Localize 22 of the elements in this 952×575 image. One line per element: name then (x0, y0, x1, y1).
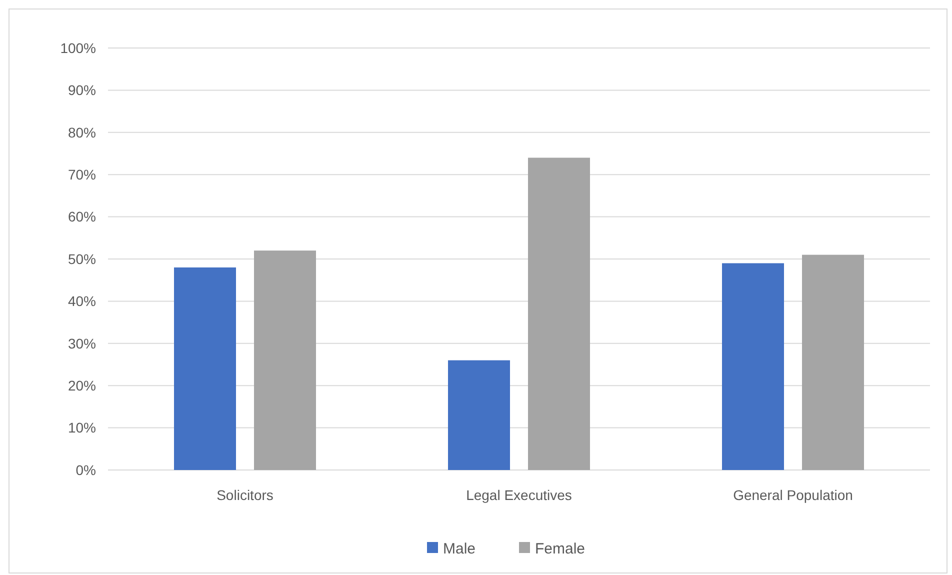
y-tick-label: 100% (60, 40, 96, 56)
bar (448, 360, 510, 470)
bar (174, 267, 236, 470)
y-tick-label: 50% (68, 250, 96, 267)
bar (528, 158, 590, 470)
y-tick-label: 60% (68, 208, 96, 225)
y-tick-label: 10% (68, 420, 96, 436)
y-tick-label: 40% (68, 293, 96, 310)
bar (802, 254, 864, 470)
bar (722, 263, 784, 470)
legend-label: Female (535, 540, 586, 558)
y-tick-label: 70% (68, 166, 96, 182)
x-tick-label: Solicitors (216, 487, 274, 503)
legend-label: Male (443, 540, 476, 558)
x-tick-label: General Population (733, 487, 853, 503)
y-tick-label: 30% (68, 335, 96, 352)
y-tick-label: 80% (68, 124, 96, 140)
bar (254, 250, 316, 470)
y-tick-label: 20% (68, 378, 96, 394)
x-tick-label: Legal Executives (466, 487, 572, 503)
y-tick-label: 90% (68, 82, 96, 98)
y-tick-label: 0% (76, 462, 96, 478)
